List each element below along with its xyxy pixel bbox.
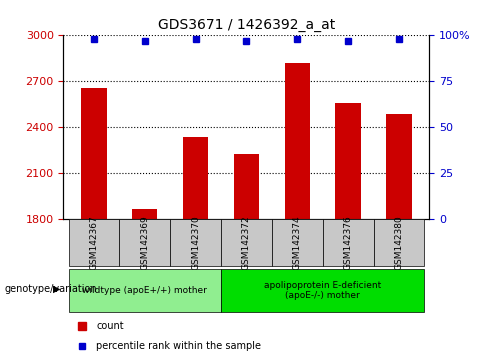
Text: count: count <box>97 321 124 331</box>
Text: GSM142372: GSM142372 <box>242 215 251 270</box>
Bar <box>221 219 272 266</box>
Bar <box>132 209 158 219</box>
Text: GSM142367: GSM142367 <box>89 215 99 270</box>
Text: GSM142370: GSM142370 <box>191 215 200 270</box>
Bar <box>68 219 120 266</box>
Bar <box>323 219 373 266</box>
Bar <box>335 103 361 219</box>
Bar <box>81 87 107 219</box>
Bar <box>272 219 323 266</box>
Bar <box>170 219 221 266</box>
Text: percentile rank within the sample: percentile rank within the sample <box>97 341 262 350</box>
Bar <box>120 219 170 266</box>
Text: GSM142376: GSM142376 <box>344 215 353 270</box>
Text: GSM142374: GSM142374 <box>293 215 302 270</box>
Text: GSM142380: GSM142380 <box>394 215 404 270</box>
Bar <box>234 154 259 219</box>
Text: genotype/variation: genotype/variation <box>5 284 98 293</box>
Text: GSM142369: GSM142369 <box>140 215 149 270</box>
Text: apolipoprotein E-deficient
(apoE-/-) mother: apolipoprotein E-deficient (apoE-/-) mot… <box>264 281 381 300</box>
Bar <box>183 137 208 219</box>
Title: GDS3671 / 1426392_a_at: GDS3671 / 1426392_a_at <box>158 18 335 32</box>
Bar <box>221 269 425 312</box>
Bar <box>386 114 412 219</box>
Bar <box>285 63 310 219</box>
Text: ▶: ▶ <box>53 284 60 293</box>
Text: wildtype (apoE+/+) mother: wildtype (apoE+/+) mother <box>82 286 207 295</box>
Bar <box>68 269 221 312</box>
Bar <box>373 219 425 266</box>
